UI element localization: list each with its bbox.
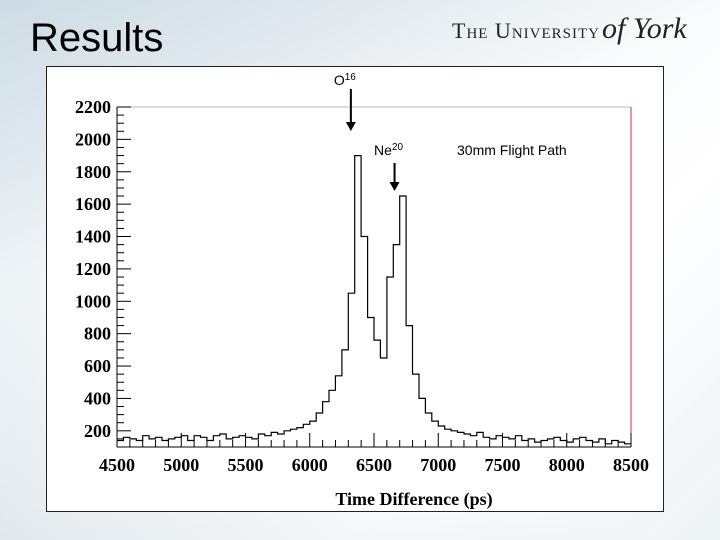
y-tick-label: 1400 [75, 227, 111, 247]
histogram-line [117, 155, 631, 445]
x-tick-label: 7500 [485, 455, 521, 475]
y-tick-label: 200 [84, 421, 111, 441]
logo-main-text: The University [452, 18, 600, 43]
x-tick-label: 6500 [356, 455, 392, 475]
y-tick-label: 1000 [75, 291, 111, 311]
y-tick-label: 2000 [75, 129, 111, 149]
chart-frame: 4500 5000 5500 6000 6500 7000 7500 8000 8500 200 4… [46, 66, 664, 512]
university-logo: The Universityof York [452, 12, 687, 46]
y-tick-label: 2200 [75, 97, 111, 117]
flight-path-note: 30mm Flight Path [457, 142, 567, 158]
chart-labels: 4500 5000 5500 6000 6500 7000 7500 8000 8500 200 4… [75, 72, 649, 511]
logo-script-text: of York [601, 12, 687, 45]
x-tick-label: 6000 [292, 455, 328, 475]
x-tick-label: 8000 [549, 455, 585, 475]
y-tick-label: 1600 [75, 194, 111, 214]
x-tick-label: 8500 [613, 455, 649, 475]
ne20-label: Ne20 [374, 142, 403, 159]
x-tick-label: 5500 [228, 455, 264, 475]
y-tick-label: 600 [84, 356, 111, 376]
isotope-superscript: 20 [392, 142, 404, 153]
histogram-chart: 4500 5000 5500 6000 6500 7000 7500 8000 8500 200 4… [75, 72, 649, 511]
x-tick-label: 5000 [163, 455, 199, 475]
y-tick-label: 1800 [75, 162, 111, 182]
chart-marks [117, 155, 631, 445]
chart-axes [116, 106, 632, 448]
arrow-head [345, 122, 356, 131]
isotope-superscript: 16 [345, 72, 357, 83]
o16-annotation: O16 [334, 72, 356, 131]
x-tick-label: 7000 [420, 455, 456, 475]
slide-title: Results [30, 16, 164, 60]
arrow-head [389, 182, 400, 191]
y-tick-label: 800 [84, 324, 111, 344]
x-axis-title: Time Difference (ps) [335, 489, 492, 510]
x-tick-label: 4500 [99, 455, 135, 475]
y-tick-label: 400 [84, 388, 111, 408]
o16-label: O16 [334, 72, 356, 89]
y-tick-label: 1200 [75, 259, 111, 279]
ne20-annotation: Ne20 [374, 142, 404, 191]
